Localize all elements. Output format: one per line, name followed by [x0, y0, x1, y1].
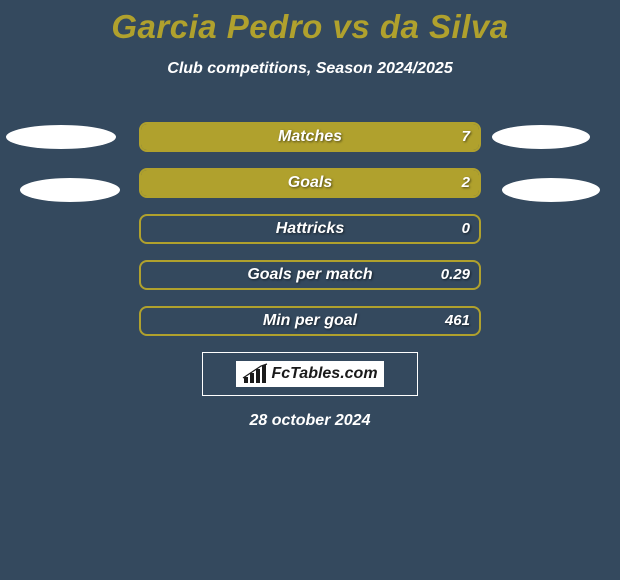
stat-bar [139, 214, 481, 244]
footer-brand-text: FcTables.com [271, 365, 377, 383]
stat-row: Hattricks0 [0, 206, 620, 252]
stat-bar [139, 122, 481, 152]
stat-bar-fill [141, 124, 479, 150]
footer-date: 28 october 2024 [0, 412, 620, 430]
bars-icon [242, 363, 268, 385]
decorative-ellipse [492, 125, 590, 149]
subtitle: Club competitions, Season 2024/2025 [0, 60, 620, 78]
decorative-ellipse [20, 178, 120, 202]
decorative-ellipse [6, 125, 116, 149]
footer-brand-inner: FcTables.com [236, 361, 383, 387]
stat-bar [139, 168, 481, 198]
stat-bar-fill [141, 170, 479, 196]
stat-row: Min per goal461 [0, 298, 620, 344]
stat-bar [139, 260, 481, 290]
decorative-ellipse [502, 178, 600, 202]
stat-row: Goals per match0.29 [0, 252, 620, 298]
footer-brand-box: FcTables.com [202, 352, 418, 396]
page-title: Garcia Pedro vs da Silva [0, 0, 620, 46]
stat-bar [139, 306, 481, 336]
